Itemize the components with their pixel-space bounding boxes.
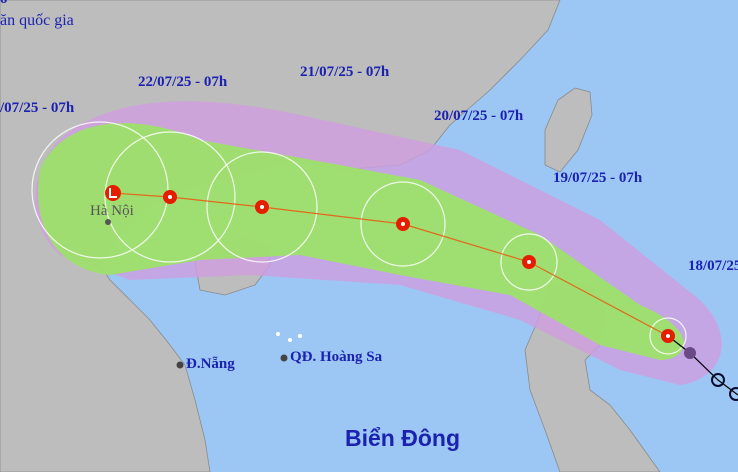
past-position-icon bbox=[729, 387, 738, 401]
time-label: 19/07/25 - 07h bbox=[553, 170, 643, 186]
wind-zone bbox=[38, 123, 684, 360]
radius-circle bbox=[500, 233, 558, 291]
radius-circle bbox=[31, 121, 169, 259]
place-danang: Đ.Nẵng bbox=[186, 356, 235, 372]
past-position-icon bbox=[711, 373, 725, 387]
place-sea: Biển Đông bbox=[345, 425, 460, 451]
current-storm-icon bbox=[684, 347, 696, 359]
place-paracel: QĐ. Hoàng Sa bbox=[290, 349, 383, 365]
time-label: 18/07/25 bbox=[688, 258, 738, 274]
time-label: 21/07/25 - 07h bbox=[300, 64, 390, 80]
time-label: /07/25 - 07h bbox=[0, 100, 75, 116]
low-pressure-icon bbox=[105, 185, 121, 201]
land-taiwan bbox=[544, 87, 593, 173]
storm-icon bbox=[163, 190, 675, 343]
radius-circle bbox=[206, 151, 318, 263]
time-label: 22/07/25 - 07h bbox=[138, 74, 228, 90]
time-label: 20/07/25 - 07h bbox=[434, 108, 524, 124]
place-hanoi: Hà Nội bbox=[90, 203, 134, 219]
header-line2: ăn quốc gia bbox=[0, 12, 74, 29]
past-track bbox=[667, 335, 738, 396]
header-line1: ô bbox=[0, 0, 8, 8]
forecast-track bbox=[112, 192, 669, 337]
radius-circle bbox=[360, 181, 446, 267]
radius-circle bbox=[649, 317, 687, 355]
radius-circle bbox=[104, 131, 236, 263]
